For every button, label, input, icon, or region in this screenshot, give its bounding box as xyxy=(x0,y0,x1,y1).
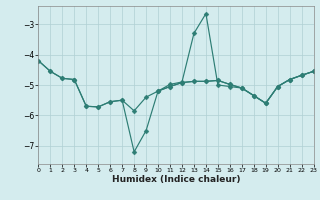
X-axis label: Humidex (Indice chaleur): Humidex (Indice chaleur) xyxy=(112,175,240,184)
